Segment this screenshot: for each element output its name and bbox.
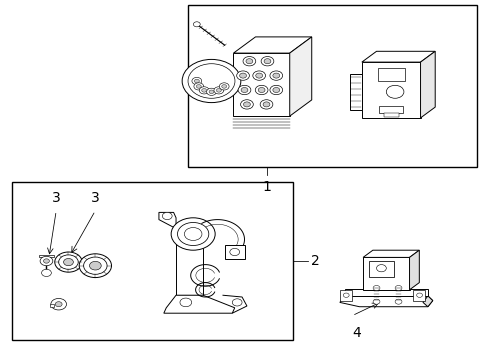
Circle shape (182, 59, 241, 103)
Bar (377, 68, 404, 81)
Circle shape (232, 299, 242, 306)
Polygon shape (409, 250, 419, 290)
Circle shape (263, 102, 269, 107)
Circle shape (343, 293, 348, 297)
Text: 4: 4 (352, 326, 361, 340)
Circle shape (394, 299, 401, 304)
Circle shape (261, 57, 273, 66)
Circle shape (252, 71, 265, 80)
Circle shape (63, 258, 73, 266)
Text: 3: 3 (91, 191, 100, 205)
Circle shape (255, 85, 267, 95)
Circle shape (41, 269, 51, 276)
Circle shape (272, 87, 279, 93)
Circle shape (192, 77, 202, 85)
Bar (339, 290, 351, 301)
Circle shape (55, 302, 62, 307)
Polygon shape (233, 37, 311, 53)
Circle shape (416, 293, 422, 297)
Circle shape (239, 73, 246, 78)
Bar (361, 62, 420, 118)
Circle shape (89, 261, 101, 270)
Bar (378, 106, 403, 113)
Circle shape (245, 59, 252, 64)
Circle shape (180, 298, 191, 307)
Circle shape (216, 89, 221, 92)
Circle shape (206, 88, 216, 95)
Polygon shape (289, 37, 311, 116)
Polygon shape (339, 296, 432, 307)
Circle shape (214, 87, 224, 94)
Text: 2: 2 (310, 254, 319, 268)
Bar (383, 113, 398, 117)
Polygon shape (361, 51, 434, 62)
Circle shape (43, 259, 49, 263)
Circle shape (372, 299, 379, 304)
Circle shape (194, 83, 203, 90)
Circle shape (241, 87, 247, 93)
Circle shape (243, 57, 255, 66)
Circle shape (83, 257, 107, 274)
Bar (362, 257, 409, 290)
Circle shape (372, 285, 379, 291)
Polygon shape (163, 295, 234, 313)
Circle shape (177, 222, 208, 246)
Circle shape (199, 87, 209, 94)
Bar (39, 255, 54, 257)
Circle shape (201, 89, 206, 92)
Circle shape (264, 59, 270, 64)
Bar (188, 5, 476, 167)
Circle shape (269, 71, 282, 80)
Circle shape (55, 252, 82, 272)
Circle shape (184, 228, 202, 240)
Bar (233, 53, 289, 116)
Circle shape (229, 248, 239, 256)
Bar (224, 245, 244, 259)
Circle shape (236, 71, 249, 80)
Circle shape (258, 87, 264, 93)
Circle shape (196, 85, 201, 88)
Text: 1: 1 (262, 180, 270, 194)
Bar (349, 74, 361, 110)
Bar (344, 289, 427, 296)
Circle shape (219, 83, 228, 90)
Circle shape (209, 90, 214, 94)
Circle shape (243, 102, 250, 107)
Circle shape (79, 254, 111, 278)
Circle shape (162, 212, 172, 220)
Circle shape (386, 85, 403, 98)
Circle shape (238, 85, 250, 95)
Circle shape (40, 256, 53, 266)
Circle shape (269, 85, 282, 95)
Text: 3: 3 (52, 191, 61, 205)
Bar (12, 182, 293, 340)
Circle shape (221, 85, 226, 88)
Circle shape (260, 100, 272, 109)
Polygon shape (422, 296, 432, 307)
Circle shape (255, 73, 262, 78)
Bar (368, 261, 393, 277)
Bar (50, 304, 54, 307)
Circle shape (194, 79, 199, 83)
Bar (412, 290, 425, 301)
Circle shape (376, 265, 386, 272)
Circle shape (187, 64, 235, 98)
Circle shape (193, 22, 200, 27)
Circle shape (171, 218, 215, 250)
Circle shape (240, 100, 253, 109)
Polygon shape (159, 212, 176, 229)
Circle shape (59, 255, 78, 269)
Circle shape (272, 73, 279, 78)
Polygon shape (420, 51, 434, 118)
Circle shape (394, 285, 401, 291)
Bar (176, 229, 203, 295)
Polygon shape (362, 250, 419, 257)
Circle shape (51, 298, 66, 310)
